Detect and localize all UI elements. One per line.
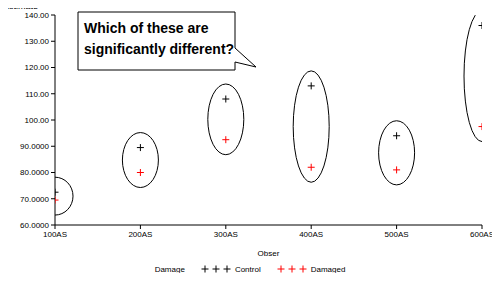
svg-text:400AS: 400AS <box>299 230 323 239</box>
svg-text:70.0000: 70.0000 <box>20 195 49 204</box>
svg-text:140.00: 140.00 <box>25 11 50 20</box>
html-text:Estimate: Estimate <box>3 1 38 11</box>
svg-text:600AS: 600AS <box>470 230 492 239</box>
svg-text:significantly different?: significantly different? <box>84 41 234 57</box>
svg-text:110.00: 110.00 <box>25 90 49 99</box>
html-text:Control: Control <box>234 264 261 274</box>
svg-text:Which of these are: Which of these are <box>84 20 209 36</box>
svg-text:60.0000: 60.0000 <box>20 221 49 230</box>
svg-text:130.00: 130.00 <box>25 37 50 46</box>
svg-text:120.00: 120.00 <box>25 63 50 72</box>
svg-text:200AS: 200AS <box>128 230 152 239</box>
svg-text:300AS: 300AS <box>214 230 238 239</box>
svg-text:100.00: 100.00 <box>25 116 50 125</box>
svg-text:80.0000: 80.0000 <box>20 168 49 177</box>
html-text:Damaged: Damaged <box>310 264 346 274</box>
html-text:Damage: Damage <box>154 264 185 274</box>
svg-text:100AS: 100AS <box>43 230 67 239</box>
svg-text:90.0000: 90.0000 <box>20 142 49 151</box>
svg-text:500AS: 500AS <box>385 230 409 239</box>
svg-text:Obser: Obser <box>258 249 280 258</box>
